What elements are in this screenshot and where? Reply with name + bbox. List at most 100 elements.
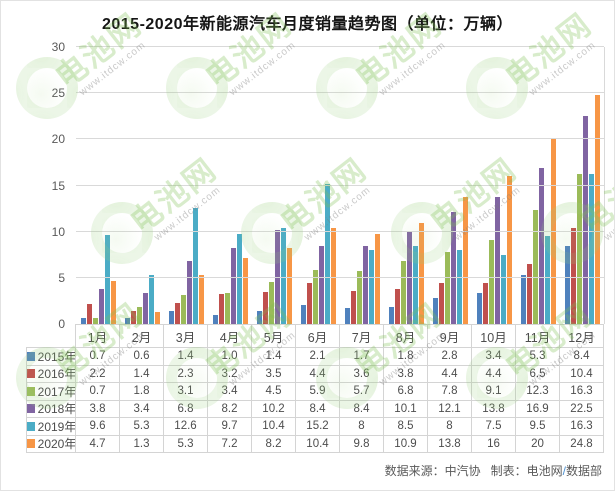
legend-label: 2016年 — [37, 367, 76, 382]
table-value-2019年-9月: 8 — [428, 418, 472, 436]
y-tick-label: 15 — [51, 178, 65, 193]
bar-2020年-5月 — [286, 248, 292, 324]
bar-2016年-3月 — [174, 302, 180, 324]
table-value-2015年-6月: 2.1 — [296, 348, 340, 366]
table-value-2015年-1月: 0.7 — [76, 348, 120, 366]
table-value-2015年-8月: 1.8 — [384, 348, 428, 366]
table-value-2016年-11月: 6.5 — [516, 365, 560, 383]
table-value-2015年-10月: 3.4 — [472, 348, 516, 366]
legend-swatch-icon — [27, 369, 35, 379]
table-value-2020年-1月: 4.7 — [76, 435, 120, 453]
bar-group-8月 — [384, 47, 428, 324]
table-value-2019年-7月: 8 — [340, 418, 384, 436]
bar-2018年-11月 — [538, 167, 544, 324]
table-month-header: 2月 — [120, 324, 164, 348]
table-value-2015年-4月: 1.0 — [208, 348, 252, 366]
bar-group-5月 — [252, 47, 296, 324]
table-value-2019年-5月: 10.4 — [252, 418, 296, 436]
table-value-2016年-7月: 3.6 — [340, 365, 384, 383]
table-value-2017年-3月: 3.1 — [164, 383, 208, 401]
legend-label: 2019年 — [37, 419, 76, 434]
bar-2017年-10月 — [488, 239, 494, 324]
bar-2017年-8月 — [400, 261, 406, 324]
bar-2016年-5月 — [262, 291, 268, 324]
table-value-2018年-5月: 10.2 — [252, 400, 296, 418]
legend-label: 2018年 — [37, 402, 76, 417]
bar-2019年-8月 — [412, 245, 418, 324]
table-value-2018年-8月: 10.1 — [384, 400, 428, 418]
table-value-2015年-5月: 1.4 — [252, 348, 296, 366]
bar-2018年-2月 — [142, 292, 148, 324]
plot-area — [76, 46, 605, 324]
gridline — [76, 184, 604, 186]
bar-2017年-4月 — [224, 292, 230, 324]
bar-2016年-9月 — [438, 283, 444, 324]
table-value-2020年-6月: 10.4 — [296, 435, 340, 453]
bar-2015年-6月 — [300, 304, 306, 324]
table-month-header: 6月 — [296, 324, 340, 348]
bar-2019年-7月 — [368, 250, 374, 324]
bar-2018年-1月 — [98, 288, 104, 324]
table-value-2020年-4月: 7.2 — [208, 435, 252, 453]
bar-2019年-12月 — [588, 173, 594, 324]
bar-2015年-12月 — [564, 246, 570, 324]
table-value-2017年-2月: 1.8 — [120, 383, 164, 401]
table-value-2015年-3月: 1.4 — [164, 348, 208, 366]
table-corner-cell — [26, 324, 76, 348]
bar-2017年-5月 — [268, 282, 274, 324]
bar-2017年-1月 — [92, 317, 98, 324]
table-value-2019年-11月: 9.5 — [516, 418, 560, 436]
table-value-2018年-10月: 13.8 — [472, 400, 516, 418]
table-value-2017年-10月: 9.1 — [472, 383, 516, 401]
legend-swatch-icon — [27, 351, 35, 361]
table-month-header: 9月 — [428, 324, 472, 348]
bar-2015年-1月 — [80, 317, 86, 324]
bar-2019年-2月 — [148, 275, 154, 324]
bar-2020年-4月 — [242, 257, 248, 324]
bar-2015年-9月 — [432, 298, 438, 324]
table-value-2017年-9月: 7.8 — [428, 383, 472, 401]
bar-groups — [76, 47, 604, 324]
bar-group-1月 — [76, 47, 120, 324]
legend-swatch-icon — [27, 421, 35, 431]
table-value-2015年-7月: 1.7 — [340, 348, 384, 366]
bar-group-3月 — [164, 47, 208, 324]
bar-group-11月 — [516, 47, 560, 324]
table-value-2018年-7月: 8.4 — [340, 400, 384, 418]
bar-group-4月 — [208, 47, 252, 324]
table-value-2016年-6月: 4.4 — [296, 365, 340, 383]
table-value-2016年-12月: 10.4 — [560, 365, 604, 383]
table-value-2019年-10月: 7.5 — [472, 418, 516, 436]
dept-text: 数据部 — [565, 464, 602, 478]
bar-2017年-12月 — [576, 173, 582, 324]
table-value-2017年-8月: 6.8 — [384, 383, 428, 401]
table-month-header: 1月 — [76, 324, 120, 348]
bar-group-2月 — [120, 47, 164, 324]
bar-2019年-11月 — [544, 236, 550, 324]
table-month-header: 11月 — [516, 324, 560, 348]
table-value-2019年-3月: 12.6 — [164, 418, 208, 436]
legend-label: 2017年 — [37, 384, 76, 399]
bar-2018年-3月 — [186, 261, 192, 324]
legend-label: 2015年 — [37, 349, 76, 364]
bar-2018年-9月 — [450, 212, 456, 324]
legend-cell-2019年: 2019年 — [26, 418, 76, 436]
bar-2015年-7月 — [344, 308, 350, 324]
bar-2018年-10月 — [494, 196, 500, 324]
table-value-2017年-1月: 0.7 — [76, 383, 120, 401]
table-value-2020年-12月: 24.8 — [560, 435, 604, 453]
table-value-2016年-9月: 4.4 — [428, 365, 472, 383]
bar-group-9月 — [428, 47, 472, 324]
bar-group-7月 — [340, 47, 384, 324]
table-value-2015年-9月: 2.8 — [428, 348, 472, 366]
table-value-2019年-4月: 9.7 — [208, 418, 252, 436]
bar-2020年-10月 — [506, 176, 512, 324]
table-value-2018年-4月: 8.2 — [208, 400, 252, 418]
bar-2016年-10月 — [482, 283, 488, 324]
source-note: 数据来源：中汽协 制表：电池网/数据部 — [385, 462, 602, 479]
table-value-2018年-3月: 6.8 — [164, 400, 208, 418]
bar-2018年-6月 — [318, 246, 324, 324]
gridline — [76, 138, 604, 140]
table-value-2015年-2月: 0.6 — [120, 348, 164, 366]
table-value-2016年-3月: 2.3 — [164, 365, 208, 383]
